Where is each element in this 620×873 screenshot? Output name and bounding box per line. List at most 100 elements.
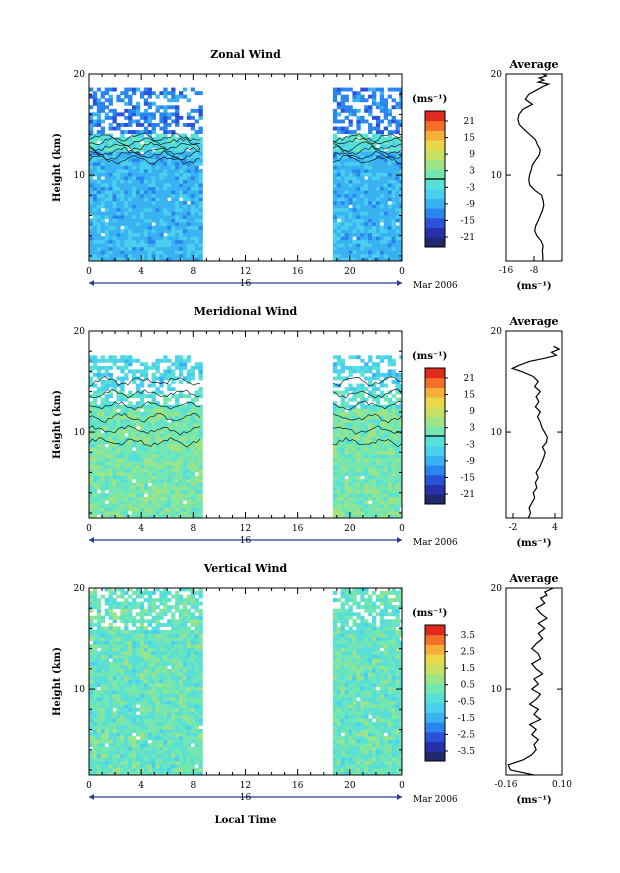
heatmap-cell [163,183,168,188]
heatmap-cell [96,161,102,166]
heatmap-cell [89,760,94,765]
heatmap-cell [352,250,357,255]
heatmap-cell [375,461,381,466]
heatmap-cell [151,644,156,648]
heatmap-cell [100,714,105,719]
heatmap-cell [128,101,133,106]
heatmap-cell [336,101,342,106]
heatmap-cell [368,176,373,180]
heatmap-cell [116,250,121,255]
heatmap-cell [128,253,133,258]
heatmap-cell [163,493,168,498]
heatmap-cell [340,197,345,202]
heatmap-cell [356,183,361,188]
heatmap-cell [139,725,145,730]
heatmap-cell [104,672,109,677]
heatmap-cell [139,112,145,117]
heatmap-cell [147,426,152,430]
heatmap-cell [179,436,184,441]
heatmap-cell [186,204,192,209]
heatmap-cell [395,207,400,212]
heatmap-cell [179,482,184,487]
heatmap-cell [383,200,388,205]
heatmap-cell [372,468,377,473]
heatmap-cell [151,637,156,641]
heatmap-cell [186,380,192,384]
heatmap-cell [344,433,349,437]
heatmap-cell [344,176,349,180]
heatmap-cell [108,207,113,212]
heatmap-cell [179,257,184,262]
average-frame [505,73,563,262]
heatmap-cell [124,668,129,673]
heatmap-cell [132,665,137,670]
heatmap-cell [391,380,396,384]
heatmap-cell [112,482,117,487]
heatmap-cell [336,91,342,96]
heatmap-cell [100,746,105,751]
heatmap-cell [139,433,145,437]
heatmap-cell [108,161,113,166]
heatmap-cell [139,767,145,772]
heatmap-cell [368,475,373,480]
heatmap-cell [356,176,361,180]
heatmap-cell [112,693,117,698]
heatmap-cell [182,365,188,370]
heatmap-cell [332,383,338,388]
heatmap-cell [198,468,203,473]
heatmap-cell [135,651,141,656]
heatmap-cell [143,440,149,445]
heatmap-cell [194,489,199,494]
average-y-tick-label: 20 [491,70,503,80]
heatmap-cell [112,440,117,445]
heatmap-cell [96,232,102,237]
heatmap-cell [340,426,345,430]
heatmap-cell [92,372,98,377]
heatmap-cell [124,115,129,120]
heatmap-cell [151,608,156,613]
heatmap-cell [372,482,377,487]
heatmap-cell [135,144,141,149]
heatmap-cell [128,193,133,198]
heatmap-cell [120,686,125,691]
heatmap-cell [89,690,94,694]
heatmap-cell [182,165,188,170]
heatmap-cell [124,140,129,145]
heatmap-cell [379,464,385,469]
heatmap-cell [92,98,98,103]
heatmap-cell [104,415,109,420]
heatmap-cell [104,246,109,251]
heatmap-cell [116,172,121,177]
heatmap-cell [368,197,373,202]
x-tick-label: 16 [292,267,304,277]
heatmap-cell [100,704,105,709]
heatmap-cell [356,158,361,163]
contour-line [332,133,402,142]
heatmap-cell [379,433,385,437]
heatmap-cell [96,658,102,663]
heatmap-cell [139,253,145,258]
heatmap-cell [364,489,369,494]
colorbar-tick-label: 9 [469,150,475,160]
heatmap-cell [92,753,98,758]
heatmap-cell [155,500,160,505]
heatmap-cell [186,503,192,508]
heatmap-cell [89,126,94,131]
heatmap-cell [171,246,176,251]
heatmap-cell [112,658,117,663]
heatmap-cell [344,440,349,445]
heatmap-cell [151,154,156,159]
heatmap-cell [198,457,203,462]
heatmap-cell [124,144,129,149]
heatmap-cell [190,503,195,508]
heatmap-cell [151,186,156,191]
heatmap-cell [112,675,117,680]
heatmap-cell [108,622,113,627]
heatmap-cell [135,358,141,363]
heatmap-cell [128,493,133,498]
heatmap-cell [182,468,188,473]
heatmap-cell [151,479,156,483]
heatmap-cell [89,493,94,498]
heatmap-cell [364,218,369,223]
heatmap-cell [375,151,381,156]
